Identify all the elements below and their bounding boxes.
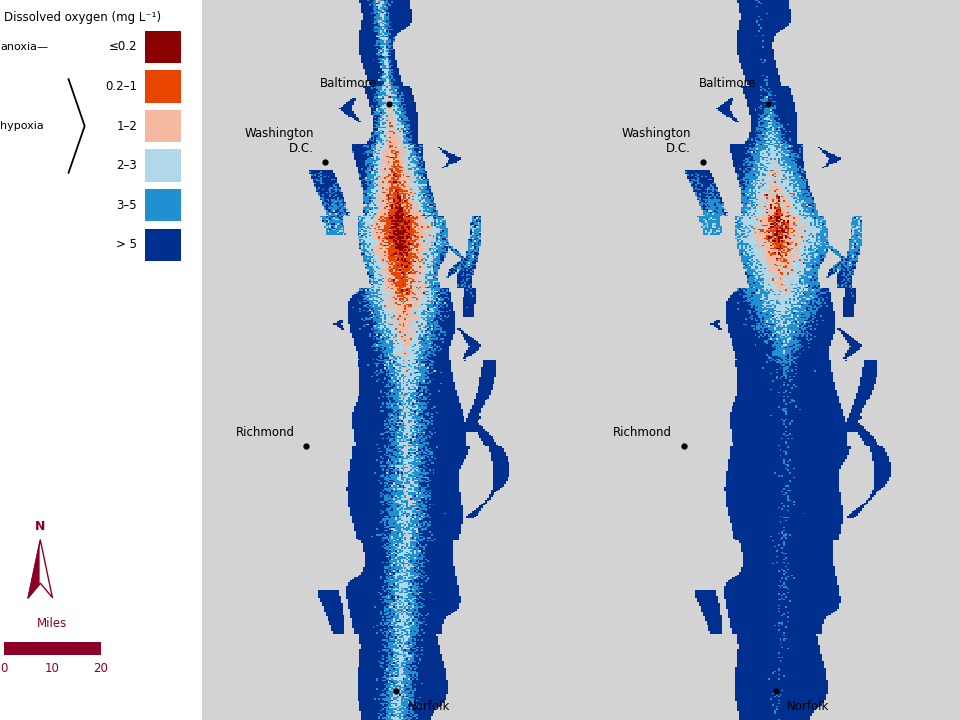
- Text: Richmond: Richmond: [613, 426, 672, 439]
- Text: 20: 20: [93, 662, 108, 675]
- Text: 1–2: 1–2: [116, 120, 137, 132]
- Bar: [145, 228, 181, 261]
- Polygon shape: [28, 540, 40, 598]
- Text: 2–3: 2–3: [116, 159, 137, 172]
- Text: 3–5: 3–5: [116, 199, 137, 212]
- Text: ≤0.2: ≤0.2: [108, 40, 137, 53]
- Text: anoxia—: anoxia—: [0, 42, 48, 52]
- Text: Richmond: Richmond: [236, 426, 296, 439]
- Bar: [145, 149, 181, 181]
- Bar: [4, 642, 101, 655]
- Text: Norfolk: Norfolk: [787, 700, 829, 713]
- Bar: [145, 109, 181, 142]
- Text: Dissolved oxygen (mg L⁻¹): Dissolved oxygen (mg L⁻¹): [4, 11, 161, 24]
- Text: 0: 0: [0, 662, 8, 675]
- Text: hypoxia: hypoxia: [0, 121, 44, 131]
- Polygon shape: [40, 540, 53, 598]
- Text: Miles: Miles: [37, 617, 67, 630]
- Text: Norfolk: Norfolk: [407, 700, 450, 713]
- Text: N: N: [36, 520, 45, 533]
- Text: Baltimore: Baltimore: [320, 77, 377, 90]
- Text: Washington
D.C.: Washington D.C.: [245, 127, 314, 155]
- Bar: [145, 71, 181, 102]
- Bar: [145, 189, 181, 221]
- Text: > 5: > 5: [116, 238, 137, 251]
- Text: Baltimore: Baltimore: [699, 77, 756, 90]
- Bar: [145, 30, 181, 63]
- Text: Washington
D.C.: Washington D.C.: [622, 127, 691, 155]
- Text: 10: 10: [45, 662, 60, 675]
- Text: 0.2–1: 0.2–1: [105, 80, 137, 93]
